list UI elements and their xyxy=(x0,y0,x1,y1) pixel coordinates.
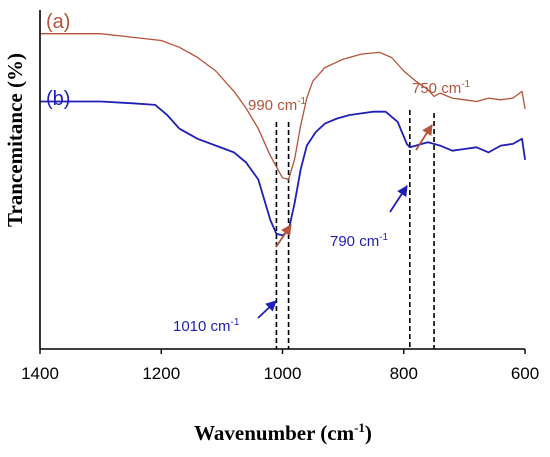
series-labels: (a) (b) xyxy=(46,11,70,110)
annotation-value: 750 cm xyxy=(412,80,461,97)
x-tick-label: 800 xyxy=(390,364,418,383)
x-ticks: 1400 1200 1000 800 600 xyxy=(21,349,539,383)
x-tick-label: 1400 xyxy=(21,364,59,383)
x-tick-label: 600 xyxy=(511,364,539,383)
annotation-value: 790 cm xyxy=(330,233,379,250)
series-label-b: (b) xyxy=(46,88,70,110)
series-lines xyxy=(39,33,526,237)
annotation-arrows xyxy=(257,124,433,319)
x-tick-label: 1200 xyxy=(142,364,180,383)
annotation-label: 1010 cm-1 xyxy=(173,317,240,335)
annotation-superscript: -1 xyxy=(297,96,306,107)
annotation-arrow xyxy=(389,185,408,213)
annotation-label: 750 cm-1 xyxy=(412,79,471,97)
series-line-b xyxy=(39,100,526,237)
reference-lines xyxy=(275,110,435,349)
annotation-superscript: -1 xyxy=(231,317,240,328)
x-axis-title: Wavenumber (cm-1) xyxy=(194,420,372,445)
series-label-a: (a) xyxy=(46,11,70,33)
annotation-label: 990 cm-1 xyxy=(248,96,307,114)
annotation-value: 1010 cm xyxy=(173,318,231,335)
annotation-value: 990 cm xyxy=(248,97,297,114)
annotation-superscript: -1 xyxy=(379,232,388,243)
x-tick-label: 1000 xyxy=(264,364,302,383)
series-line-a xyxy=(39,33,526,181)
annotation-arrow xyxy=(257,300,277,319)
annotation-superscript: -1 xyxy=(461,79,470,90)
axes xyxy=(39,10,525,350)
annotation-arrow xyxy=(275,224,292,248)
annotation-label: 790 cm-1 xyxy=(330,232,389,250)
annotation-arrow xyxy=(415,124,433,151)
y-axis-title: Trancemitance (%) xyxy=(3,53,27,227)
